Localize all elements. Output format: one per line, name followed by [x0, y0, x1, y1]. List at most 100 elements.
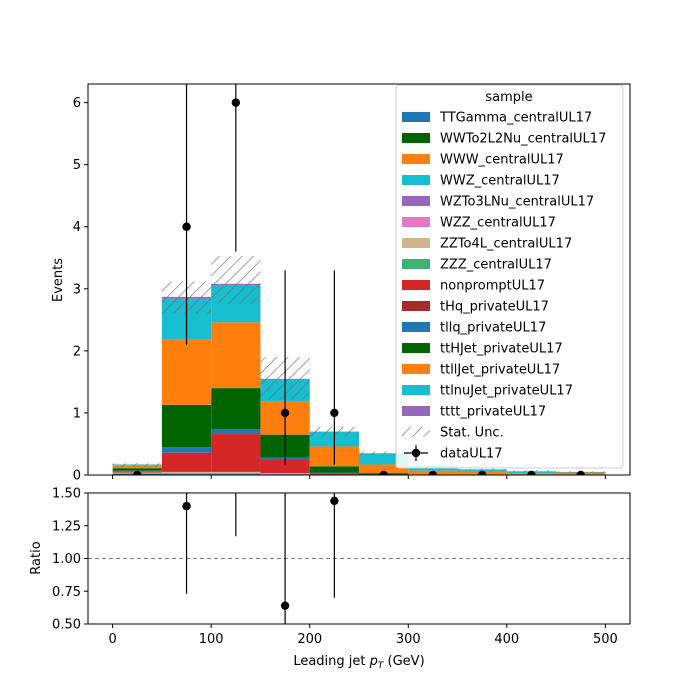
- bar-WZTo3LNu_centralUL17-bin-2: [211, 473, 261, 474]
- bar-ttlnuJet_privateUL17-bin-7: [457, 469, 507, 472]
- legend-label: ZZZ_centralUL17: [440, 258, 552, 273]
- ratio-y-ticks: 0.50 0.75 1.00 1.25 1.50: [52, 487, 88, 633]
- legend-label: WZTo3LNu_centralUL17: [440, 195, 594, 210]
- legend-swatch: [402, 301, 430, 311]
- legend-label: ttHJet_privateUL17: [440, 342, 563, 357]
- legend-label: TTGamma_centralUL17: [439, 111, 592, 126]
- stat-unc-band-bin-7: [457, 468, 507, 471]
- bar-nonpromptUL17-bin-2: [211, 434, 261, 472]
- legend-swatch: [402, 280, 430, 290]
- legend-item-ttllJet_privateUL17: ttllJet_privateUL17: [402, 363, 560, 378]
- bar-ZZTo4L_centralUL17-bin-1: [161, 471, 212, 474]
- data-point-8: [527, 470, 536, 475]
- legend-swatch: [402, 364, 430, 374]
- x-tick-label: 300: [396, 632, 421, 647]
- bar-ttllJet_privateUL17-bin-2: [211, 322, 261, 389]
- main-y-axis-label: Events: [51, 258, 66, 302]
- bar-WZTo3LNu_centralUL17-bin-1: [161, 473, 212, 474]
- ratio-y-axis-label: Ratio: [29, 541, 44, 574]
- ratio-x-ticks: 0 100 200 300 400 500: [108, 624, 618, 647]
- ratio-point-3: [330, 496, 339, 506]
- legend-item-ttlnuJet_privateUL17: ttlnuJet_privateUL17: [402, 384, 573, 399]
- legend: sample TTGamma_centralUL17 WWTo2L2Nu_cent…: [395, 84, 624, 469]
- data-point-5: [379, 470, 388, 475]
- legend-item-ttHJet_privateUL17: ttHJet_privateUL17: [402, 342, 563, 357]
- legend-swatch: [402, 238, 430, 248]
- bar-tllq_privateUL17-bin-1: [161, 447, 212, 453]
- data-point-4: [330, 408, 339, 418]
- legend-item-Stat. Unc.: Stat. Unc.: [402, 426, 504, 441]
- bar-TTGamma_centralUL17-bin-2: [211, 473, 261, 475]
- bar-TTGamma_centralUL17-bin-1: [161, 473, 212, 475]
- bar-tllq_privateUL17-bin-4: [309, 472, 359, 474]
- legend-box: [395, 84, 624, 469]
- data-points: [133, 84, 585, 475]
- legend-label: WWZ_centralUL17: [440, 174, 560, 189]
- bar-ttllJet_privateUL17-bin-1: [161, 339, 212, 405]
- legend-item-ZZZ_centralUL17: ZZZ_centralUL17: [402, 258, 552, 273]
- bar-ttHJet_privateUL17-bin-2: [211, 388, 261, 430]
- bar-tllq_privateUL17-bin-2: [211, 429, 261, 435]
- legend-label: tttt_privateUL17: [440, 405, 546, 420]
- legend-item-WWTo2L2Nu_centralUL17: WWTo2L2Nu_centralUL17: [402, 132, 606, 147]
- main-y-tick-label: 1: [73, 406, 81, 421]
- stat-unc-band-bin-0: [112, 463, 162, 467]
- bar-ZZTo4L_centralUL17-bin-3: [260, 473, 310, 474]
- legend-item-dataUL17: dataUL17: [404, 445, 503, 462]
- legend-item-nonpromptUL17: nonpromptUL17: [402, 279, 545, 294]
- legend-item-WWW_centralUL17: WWW_centralUL17: [402, 153, 564, 168]
- main-y-tick-label: 0: [73, 469, 81, 484]
- legend-label: WWTo2L2Nu_centralUL17: [440, 132, 606, 147]
- main-axes-frame: [87, 83, 631, 476]
- legend-label: ttlnuJet_privateUL17: [440, 384, 573, 399]
- legend-swatch: [402, 427, 430, 437]
- ratio-point-0: [182, 501, 191, 511]
- ratio-point-2: [280, 601, 290, 610]
- legend-label: tllq_privateUL17: [440, 321, 546, 336]
- main-y-tick-label: 5: [73, 158, 81, 173]
- bar-ZZTo4L_centralUL17-bin-2: [211, 471, 261, 474]
- ratio-y-tick-label: 0.75: [52, 585, 81, 600]
- legend-swatch: [402, 217, 430, 227]
- main-y-ticks: 0 1 2 3 4 5 6: [73, 96, 88, 484]
- bar-ttllJet_privateUL17-bin-5: [359, 464, 409, 474]
- x-tick-label: 500: [593, 632, 618, 647]
- legend-swatch: [402, 133, 430, 143]
- data-point-6: [428, 470, 438, 475]
- legend-item-tHq_privateUL17: tHq_privateUL17: [402, 300, 549, 315]
- legend-title: sample: [485, 90, 532, 105]
- x-axis-label: Leading jet pT (GeV): [293, 654, 424, 671]
- x-tick-label: 0: [108, 632, 116, 647]
- legend-swatch: [402, 259, 430, 269]
- x-tick-label: 100: [199, 632, 224, 647]
- bar-nonpromptUL17-bin-4: [309, 473, 359, 475]
- legend-item-TTGamma_centralUL17: TTGamma_centralUL17: [402, 111, 592, 126]
- main-y-tick-label: 4: [73, 220, 81, 235]
- legend-swatch: [402, 322, 430, 332]
- legend-item-ZZTo4L_centralUL17: ZZTo4L_centralUL17: [402, 237, 572, 252]
- legend-label: WWW_centralUL17: [440, 153, 564, 168]
- ratio-panel: 0.50 0.75 1.00 1.25 1.50 0 100 200 300 400 500 Ra…: [29, 487, 631, 671]
- bar-WZTo3LNu_centralUL17-bin-3: [260, 473, 310, 475]
- main-panel: 0 1 2 3 4 5 6 Events: [51, 83, 631, 484]
- main-y-tick-label: 6: [73, 96, 81, 111]
- legend-swatch: [402, 175, 430, 185]
- legend-swatch: [402, 154, 430, 164]
- legend-item-tttt_privateUL17: tttt_privateUL17: [402, 405, 546, 420]
- legend-label: nonpromptUL17: [440, 279, 545, 294]
- legend-label: WZZ_centralUL17: [440, 216, 556, 231]
- legend-swatch: [402, 385, 430, 395]
- bar-ttlnuJet_privateUL17-bin-5: [359, 453, 409, 465]
- data-point-1: [182, 222, 191, 231]
- data-point-7: [477, 470, 487, 475]
- legend-item-tllq_privateUL17: tllq_privateUL17: [402, 321, 546, 336]
- legend-marker: [411, 448, 421, 458]
- legend-swatch: [402, 406, 430, 416]
- ratio-y-tick-label: 0.50: [52, 618, 81, 633]
- data-point-3: [280, 408, 290, 418]
- main-y-tick-label: 3: [73, 282, 81, 297]
- bar-nonpromptUL17-bin-1: [161, 452, 212, 472]
- legend-label: ZZTo4L_centralUL17: [440, 237, 572, 252]
- legend-label: ttllJet_privateUL17: [440, 363, 560, 378]
- legend-swatch: [402, 196, 430, 206]
